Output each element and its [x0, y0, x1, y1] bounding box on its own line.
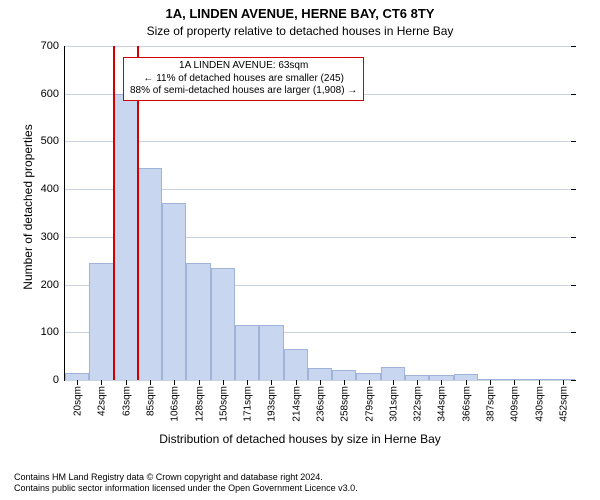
- x-tick-mark: [490, 380, 491, 385]
- chart-container: 1A, LINDEN AVENUE, HERNE BAY, CT6 8TY Si…: [0, 0, 600, 500]
- x-tick-label: 85sqm: [144, 386, 157, 416]
- x-tick-label: 128sqm: [192, 386, 205, 422]
- x-tick-mark: [77, 380, 78, 385]
- chart-subtitle: Size of property relative to detached ho…: [0, 24, 600, 38]
- x-tick-label: 409sqm: [508, 386, 521, 422]
- bar: [89, 263, 113, 380]
- x-tick-label: 214sqm: [289, 386, 302, 422]
- y-tick-mark: [571, 141, 576, 142]
- y-tick-mark: [571, 332, 576, 333]
- gridline: [65, 141, 575, 142]
- x-tick-label: 106sqm: [168, 386, 181, 422]
- bar: [381, 367, 405, 380]
- footer-line-2: Contains public sector information licen…: [14, 483, 358, 494]
- x-tick-label: 452sqm: [556, 386, 569, 422]
- y-tick-label: 600: [41, 88, 65, 100]
- x-tick-mark: [320, 380, 321, 385]
- x-tick-mark: [539, 380, 540, 385]
- x-tick-label: 322sqm: [411, 386, 424, 422]
- x-tick-mark: [223, 380, 224, 385]
- bar: [284, 349, 308, 380]
- callout-box: 1A LINDEN AVENUE: 63sqm← 11% of detached…: [123, 57, 364, 101]
- y-tick-label: 100: [41, 326, 65, 338]
- x-tick-mark: [514, 380, 515, 385]
- x-tick-label: 150sqm: [216, 386, 229, 422]
- bar: [186, 263, 210, 380]
- x-tick-label: 279sqm: [362, 386, 375, 422]
- bar: [65, 373, 89, 380]
- x-tick-mark: [417, 380, 418, 385]
- x-tick-mark: [441, 380, 442, 385]
- chart-title: 1A, LINDEN AVENUE, HERNE BAY, CT6 8TY: [0, 6, 600, 21]
- callout-line: 1A LINDEN AVENUE: 63sqm: [130, 60, 357, 73]
- bar: [259, 325, 283, 380]
- bar: [332, 370, 356, 380]
- plot-area: 010020030040050060070020sqm42sqm63sqm85s…: [64, 46, 575, 381]
- bar: [308, 368, 332, 380]
- y-tick-label: 400: [41, 183, 65, 195]
- x-tick-label: 63sqm: [119, 386, 132, 416]
- x-tick-label: 366sqm: [459, 386, 472, 422]
- x-tick-label: 42sqm: [95, 386, 108, 416]
- y-tick-label: 300: [41, 231, 65, 243]
- x-tick-mark: [101, 380, 102, 385]
- x-tick-mark: [466, 380, 467, 385]
- bar: [211, 268, 235, 380]
- x-tick-mark: [126, 380, 127, 385]
- x-tick-mark: [199, 380, 200, 385]
- x-tick-label: 344sqm: [435, 386, 448, 422]
- x-tick-mark: [393, 380, 394, 385]
- x-tick-mark: [296, 380, 297, 385]
- x-tick-label: 301sqm: [386, 386, 399, 422]
- x-axis-label: Distribution of detached houses by size …: [0, 432, 600, 446]
- bar: [114, 94, 138, 380]
- x-tick-mark: [247, 380, 248, 385]
- y-axis-label: Number of detached properties: [21, 107, 35, 307]
- x-tick-mark: [150, 380, 151, 385]
- bar: [235, 325, 259, 380]
- footer-line-1: Contains HM Land Registry data © Crown c…: [14, 472, 358, 483]
- x-tick-label: 193sqm: [265, 386, 278, 422]
- y-tick-mark: [571, 380, 576, 381]
- y-tick-label: 500: [41, 135, 65, 147]
- x-tick-label: 20sqm: [71, 386, 84, 416]
- x-tick-label: 430sqm: [532, 386, 545, 422]
- bar: [162, 203, 186, 380]
- x-tick-mark: [174, 380, 175, 385]
- y-tick-mark: [571, 94, 576, 95]
- y-tick-mark: [571, 285, 576, 286]
- x-tick-label: 387sqm: [484, 386, 497, 422]
- x-tick-mark: [344, 380, 345, 385]
- y-tick-mark: [571, 46, 576, 47]
- y-tick-mark: [571, 237, 576, 238]
- x-tick-mark: [271, 380, 272, 385]
- callout-line: 88% of semi-detached houses are larger (…: [130, 85, 357, 98]
- x-tick-label: 258sqm: [338, 386, 351, 422]
- footer-text: Contains HM Land Registry data © Crown c…: [14, 472, 358, 494]
- callout-line: ← 11% of detached houses are smaller (24…: [130, 73, 357, 86]
- highlight-line: [113, 46, 115, 380]
- x-tick-mark: [369, 380, 370, 385]
- x-tick-mark: [563, 380, 564, 385]
- y-tick-label: 200: [41, 279, 65, 291]
- y-tick-label: 700: [41, 40, 65, 52]
- x-tick-label: 171sqm: [241, 386, 254, 422]
- bar: [356, 373, 380, 380]
- bar: [138, 168, 162, 380]
- y-tick-label: 0: [53, 374, 65, 386]
- x-tick-label: 236sqm: [314, 386, 327, 422]
- gridline: [65, 46, 575, 47]
- y-tick-mark: [571, 189, 576, 190]
